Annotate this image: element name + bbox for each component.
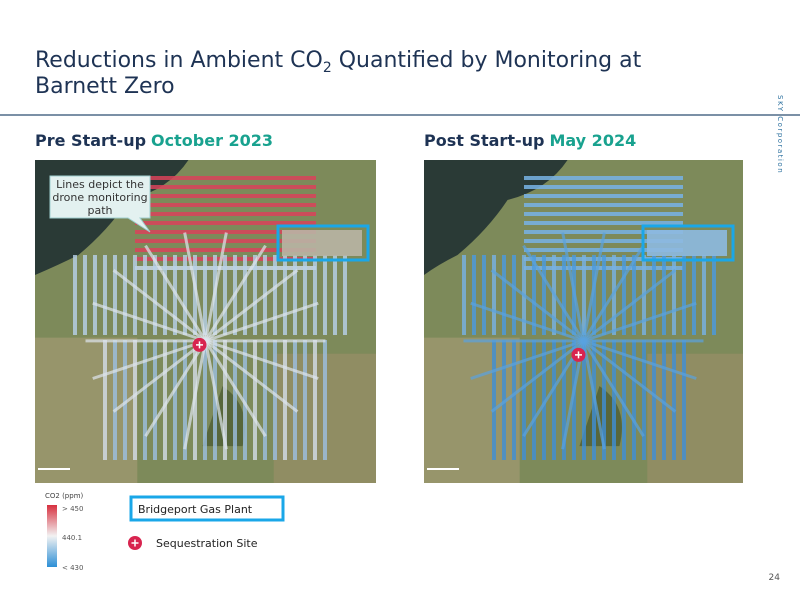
callout-text: Lines depict the xyxy=(56,178,144,191)
panel-heading: Post Start-up May 2024 xyxy=(424,131,636,150)
flight-path xyxy=(92,301,206,343)
flight-path xyxy=(204,244,267,342)
trees xyxy=(579,386,622,447)
flight-path xyxy=(582,268,677,343)
flight-path xyxy=(561,232,585,342)
map-post xyxy=(424,160,743,483)
flight-path xyxy=(204,339,299,413)
flight-path xyxy=(582,339,677,413)
flight-path xyxy=(204,232,228,342)
flight-path xyxy=(470,301,584,343)
flight-path xyxy=(582,340,606,450)
color-scale xyxy=(47,505,57,567)
flight-path xyxy=(582,232,606,342)
panel-date: October 2023 xyxy=(151,131,273,150)
panel-date: May 2024 xyxy=(549,131,636,150)
title-part: Reductions in Ambient CO xyxy=(35,48,323,73)
callout: Lines depict the drone monitoring path xyxy=(49,175,151,233)
flight-path xyxy=(204,268,299,343)
flight-path xyxy=(92,339,206,380)
flight-path xyxy=(470,339,584,380)
flight-path xyxy=(144,340,207,437)
page-number: 24 xyxy=(769,573,781,583)
site-marker-cross xyxy=(196,341,203,349)
flight-path xyxy=(583,301,697,343)
flight-path xyxy=(490,268,585,343)
plant-box xyxy=(276,224,370,262)
panel-label: Pre Start-up xyxy=(35,131,146,150)
title-line: Barnett Zero xyxy=(35,74,175,99)
flight-path xyxy=(112,339,207,413)
title-part: Quantified by Monitoring at xyxy=(332,48,642,73)
flight-path xyxy=(183,340,207,450)
plant xyxy=(647,230,727,256)
title: Reductions in Ambient CO2 Quantified by … xyxy=(35,48,642,76)
panel-heading: Pre Start-up October 2023 xyxy=(35,131,273,150)
callout-box xyxy=(49,175,151,233)
title-subscript: 2 xyxy=(323,60,332,76)
flight-path xyxy=(144,244,207,342)
plant-label: Bridgeport Gas Plant xyxy=(138,503,253,516)
flight-path xyxy=(582,340,645,437)
callout-text: path xyxy=(87,204,112,217)
site-marker-cross xyxy=(575,351,582,359)
plant-box-key xyxy=(129,495,285,522)
flight-path xyxy=(522,244,585,342)
flight-path xyxy=(112,268,207,343)
field xyxy=(647,353,743,483)
scale-title: CO2 (ppm) xyxy=(45,492,84,500)
flight-path xyxy=(204,340,267,437)
legend: CO2 (ppm) > 450 440.1 < 430 Bridgeport G… xyxy=(45,492,285,572)
scale-label: < 430 xyxy=(62,564,83,572)
site-label: Sequestration Site xyxy=(156,537,258,550)
plant xyxy=(282,230,362,256)
field xyxy=(35,337,138,483)
flight-path xyxy=(490,339,585,413)
callout-text: drone monitoring xyxy=(52,191,147,204)
brand: SKY Corporation xyxy=(776,95,784,174)
flight-path xyxy=(205,301,319,343)
flight-path xyxy=(205,339,319,380)
flight-path xyxy=(204,340,228,450)
scale-label: > 450 xyxy=(62,505,83,513)
plant-box xyxy=(641,224,735,262)
flight-path xyxy=(183,232,207,342)
flight-path xyxy=(583,339,697,380)
panel-label: Post Start-up xyxy=(424,131,544,150)
scale-label: 440.1 xyxy=(62,534,82,542)
site-key-cross xyxy=(131,539,139,547)
flight-path xyxy=(582,244,645,342)
